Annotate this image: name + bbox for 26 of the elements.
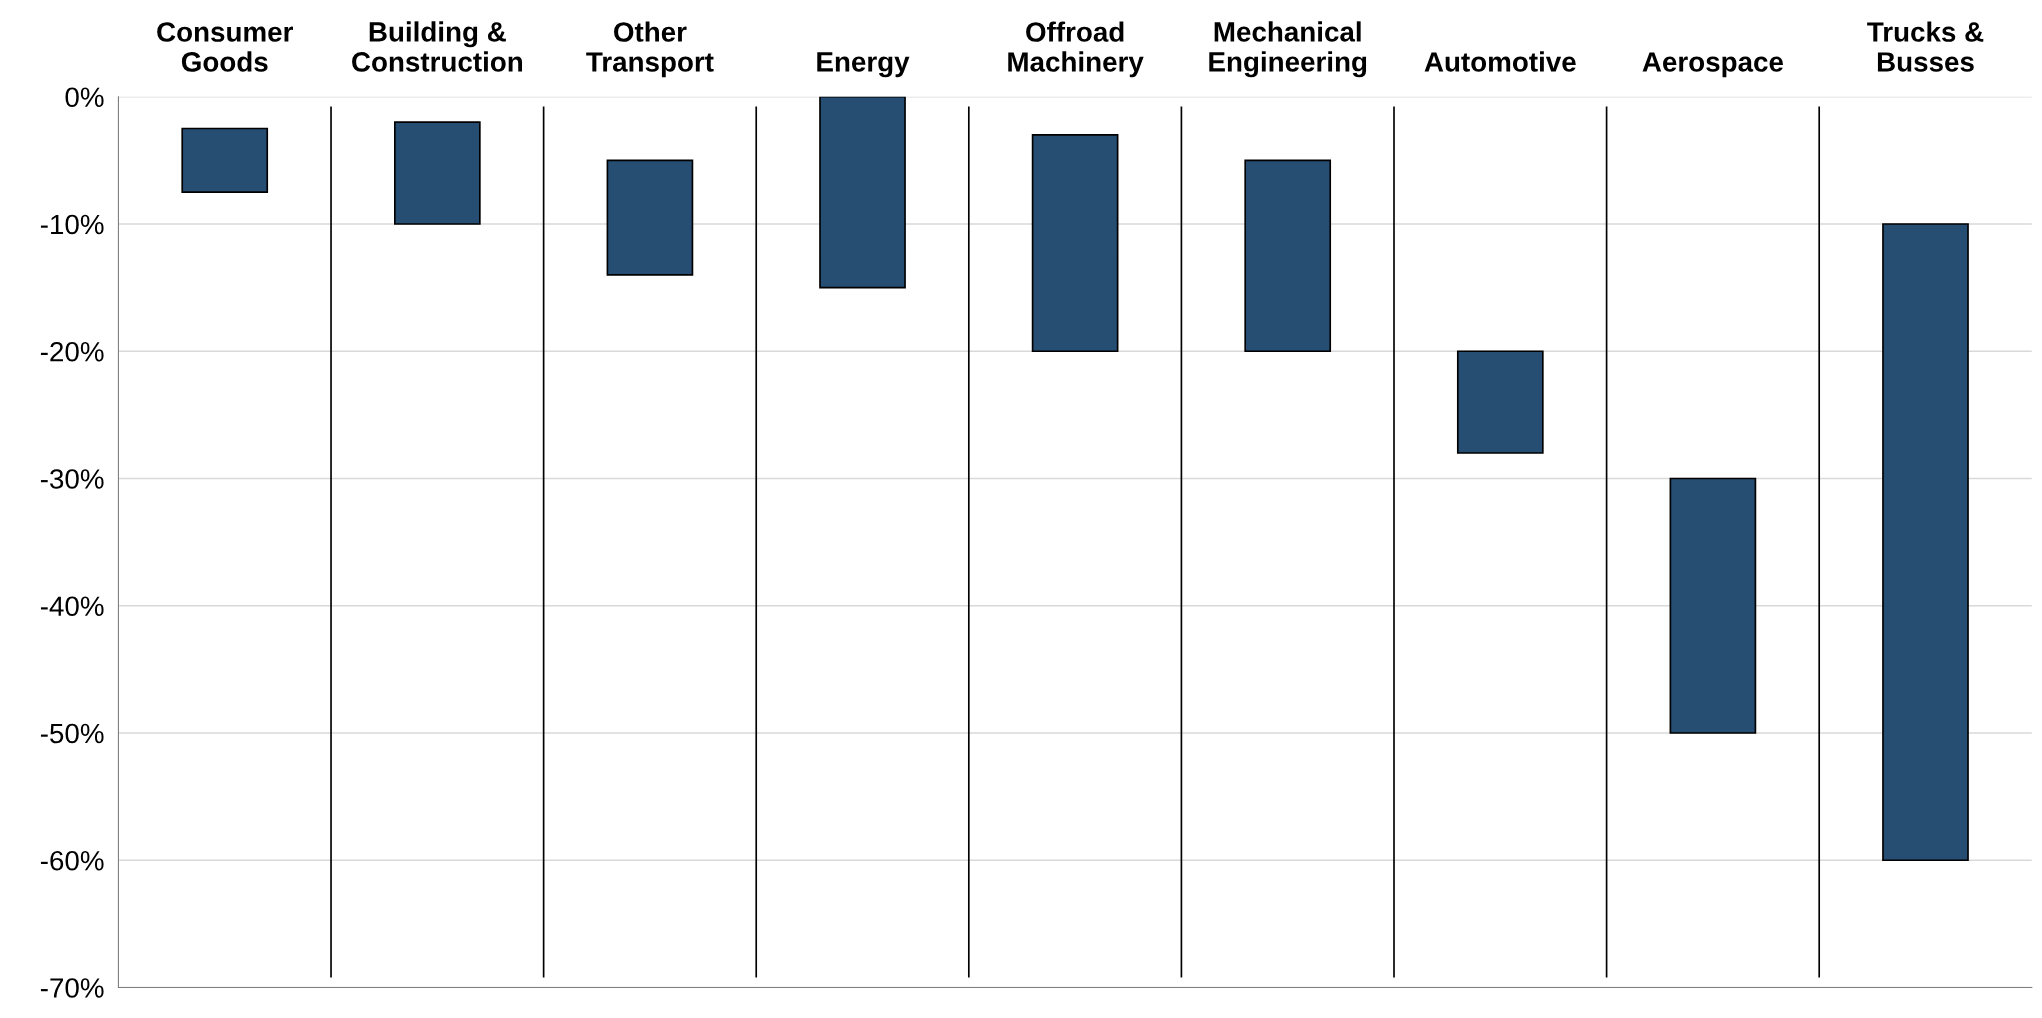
y-tick-label: -60% bbox=[40, 850, 104, 871]
bar bbox=[393, 121, 481, 225]
x-tick-label: Mechanical Engineering bbox=[1209, 21, 1367, 78]
x-tick-label: Trucks & Busses bbox=[1867, 21, 1984, 72]
bar bbox=[1456, 350, 1544, 454]
bar bbox=[606, 159, 694, 276]
y-tick-label: -10% bbox=[40, 214, 104, 235]
y-tick-label: -20% bbox=[40, 341, 104, 362]
bar bbox=[1669, 477, 1757, 734]
bar bbox=[819, 96, 906, 289]
bar bbox=[1882, 223, 1969, 862]
x-tick-label: Other Transport bbox=[586, 21, 714, 78]
x-tick-label: Aerospace bbox=[1642, 52, 1783, 78]
bar bbox=[1031, 134, 1119, 353]
y-tick-label: 0% bbox=[65, 87, 104, 108]
x-tick-label: Automotive bbox=[1424, 51, 1576, 72]
bar bbox=[181, 127, 269, 193]
y-tick-label: -40% bbox=[40, 596, 104, 617]
x-tick-label: Consumer Goods bbox=[157, 22, 293, 72]
bar bbox=[1244, 159, 1332, 353]
y-tick-label: -50% bbox=[40, 723, 104, 744]
x-tick-label: Building & Construction bbox=[352, 21, 523, 72]
y-tick-label: -30% bbox=[40, 469, 104, 489]
y-tick-label: -70% bbox=[40, 978, 104, 998]
x-tick-label: Energy bbox=[817, 52, 910, 78]
x-tick-label: Offroad Machinery bbox=[1008, 21, 1144, 78]
